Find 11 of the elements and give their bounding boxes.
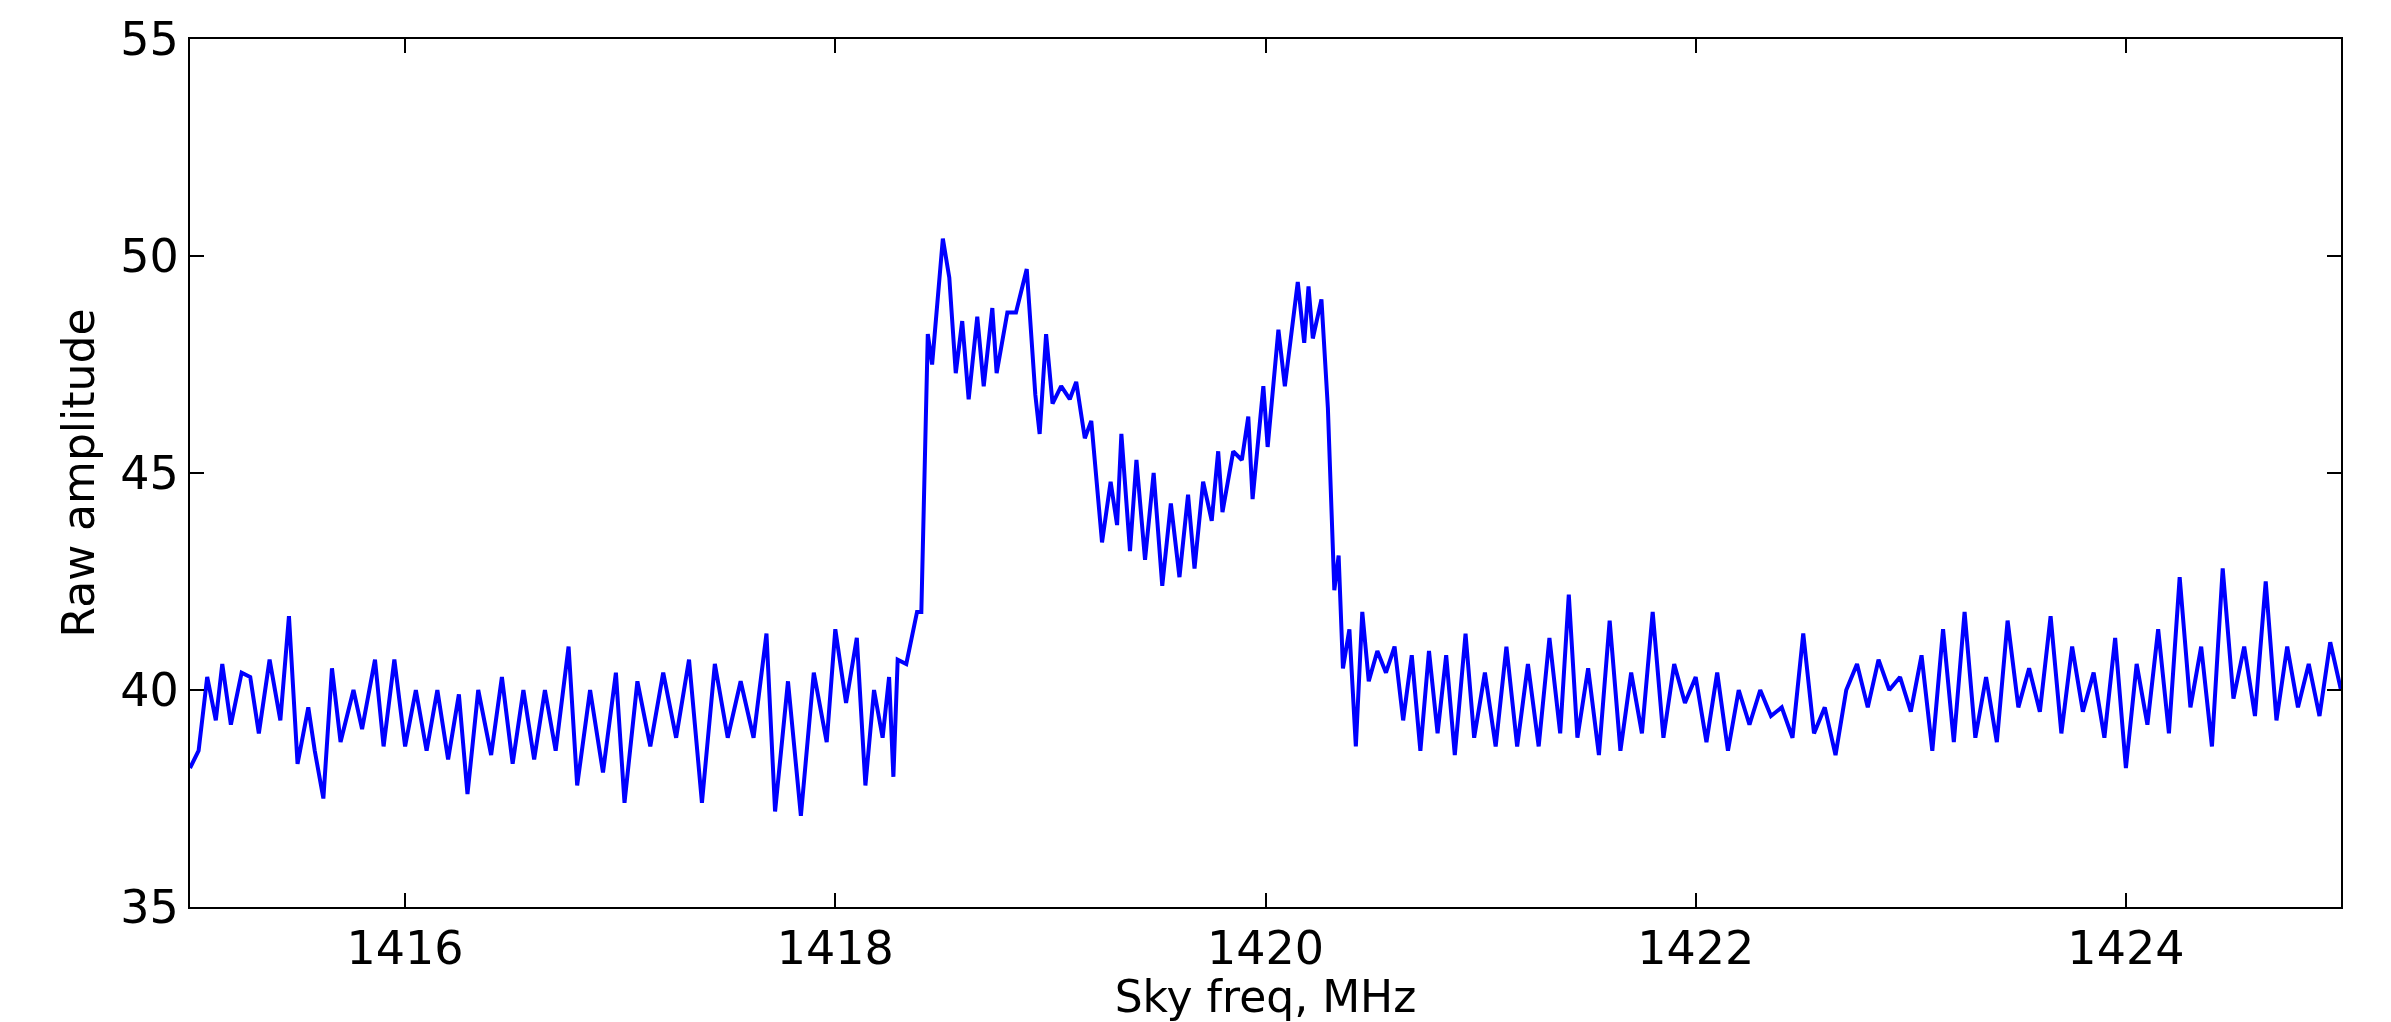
y-tick-label: 45 xyxy=(120,446,179,501)
x-tick-label: 1424 xyxy=(2067,921,2185,976)
y-tick-label: 50 xyxy=(120,229,179,284)
x-tick-label: 1416 xyxy=(346,921,464,976)
y-tick-label: 55 xyxy=(120,12,179,67)
y-axis-title: Raw amplitude xyxy=(52,308,104,638)
y-tick-label: 35 xyxy=(120,880,179,935)
y-tick-label: 40 xyxy=(120,663,179,718)
x-tick-label: 1418 xyxy=(776,921,894,976)
x-tick-label: 1422 xyxy=(1637,921,1755,976)
line-series xyxy=(190,236,2341,818)
